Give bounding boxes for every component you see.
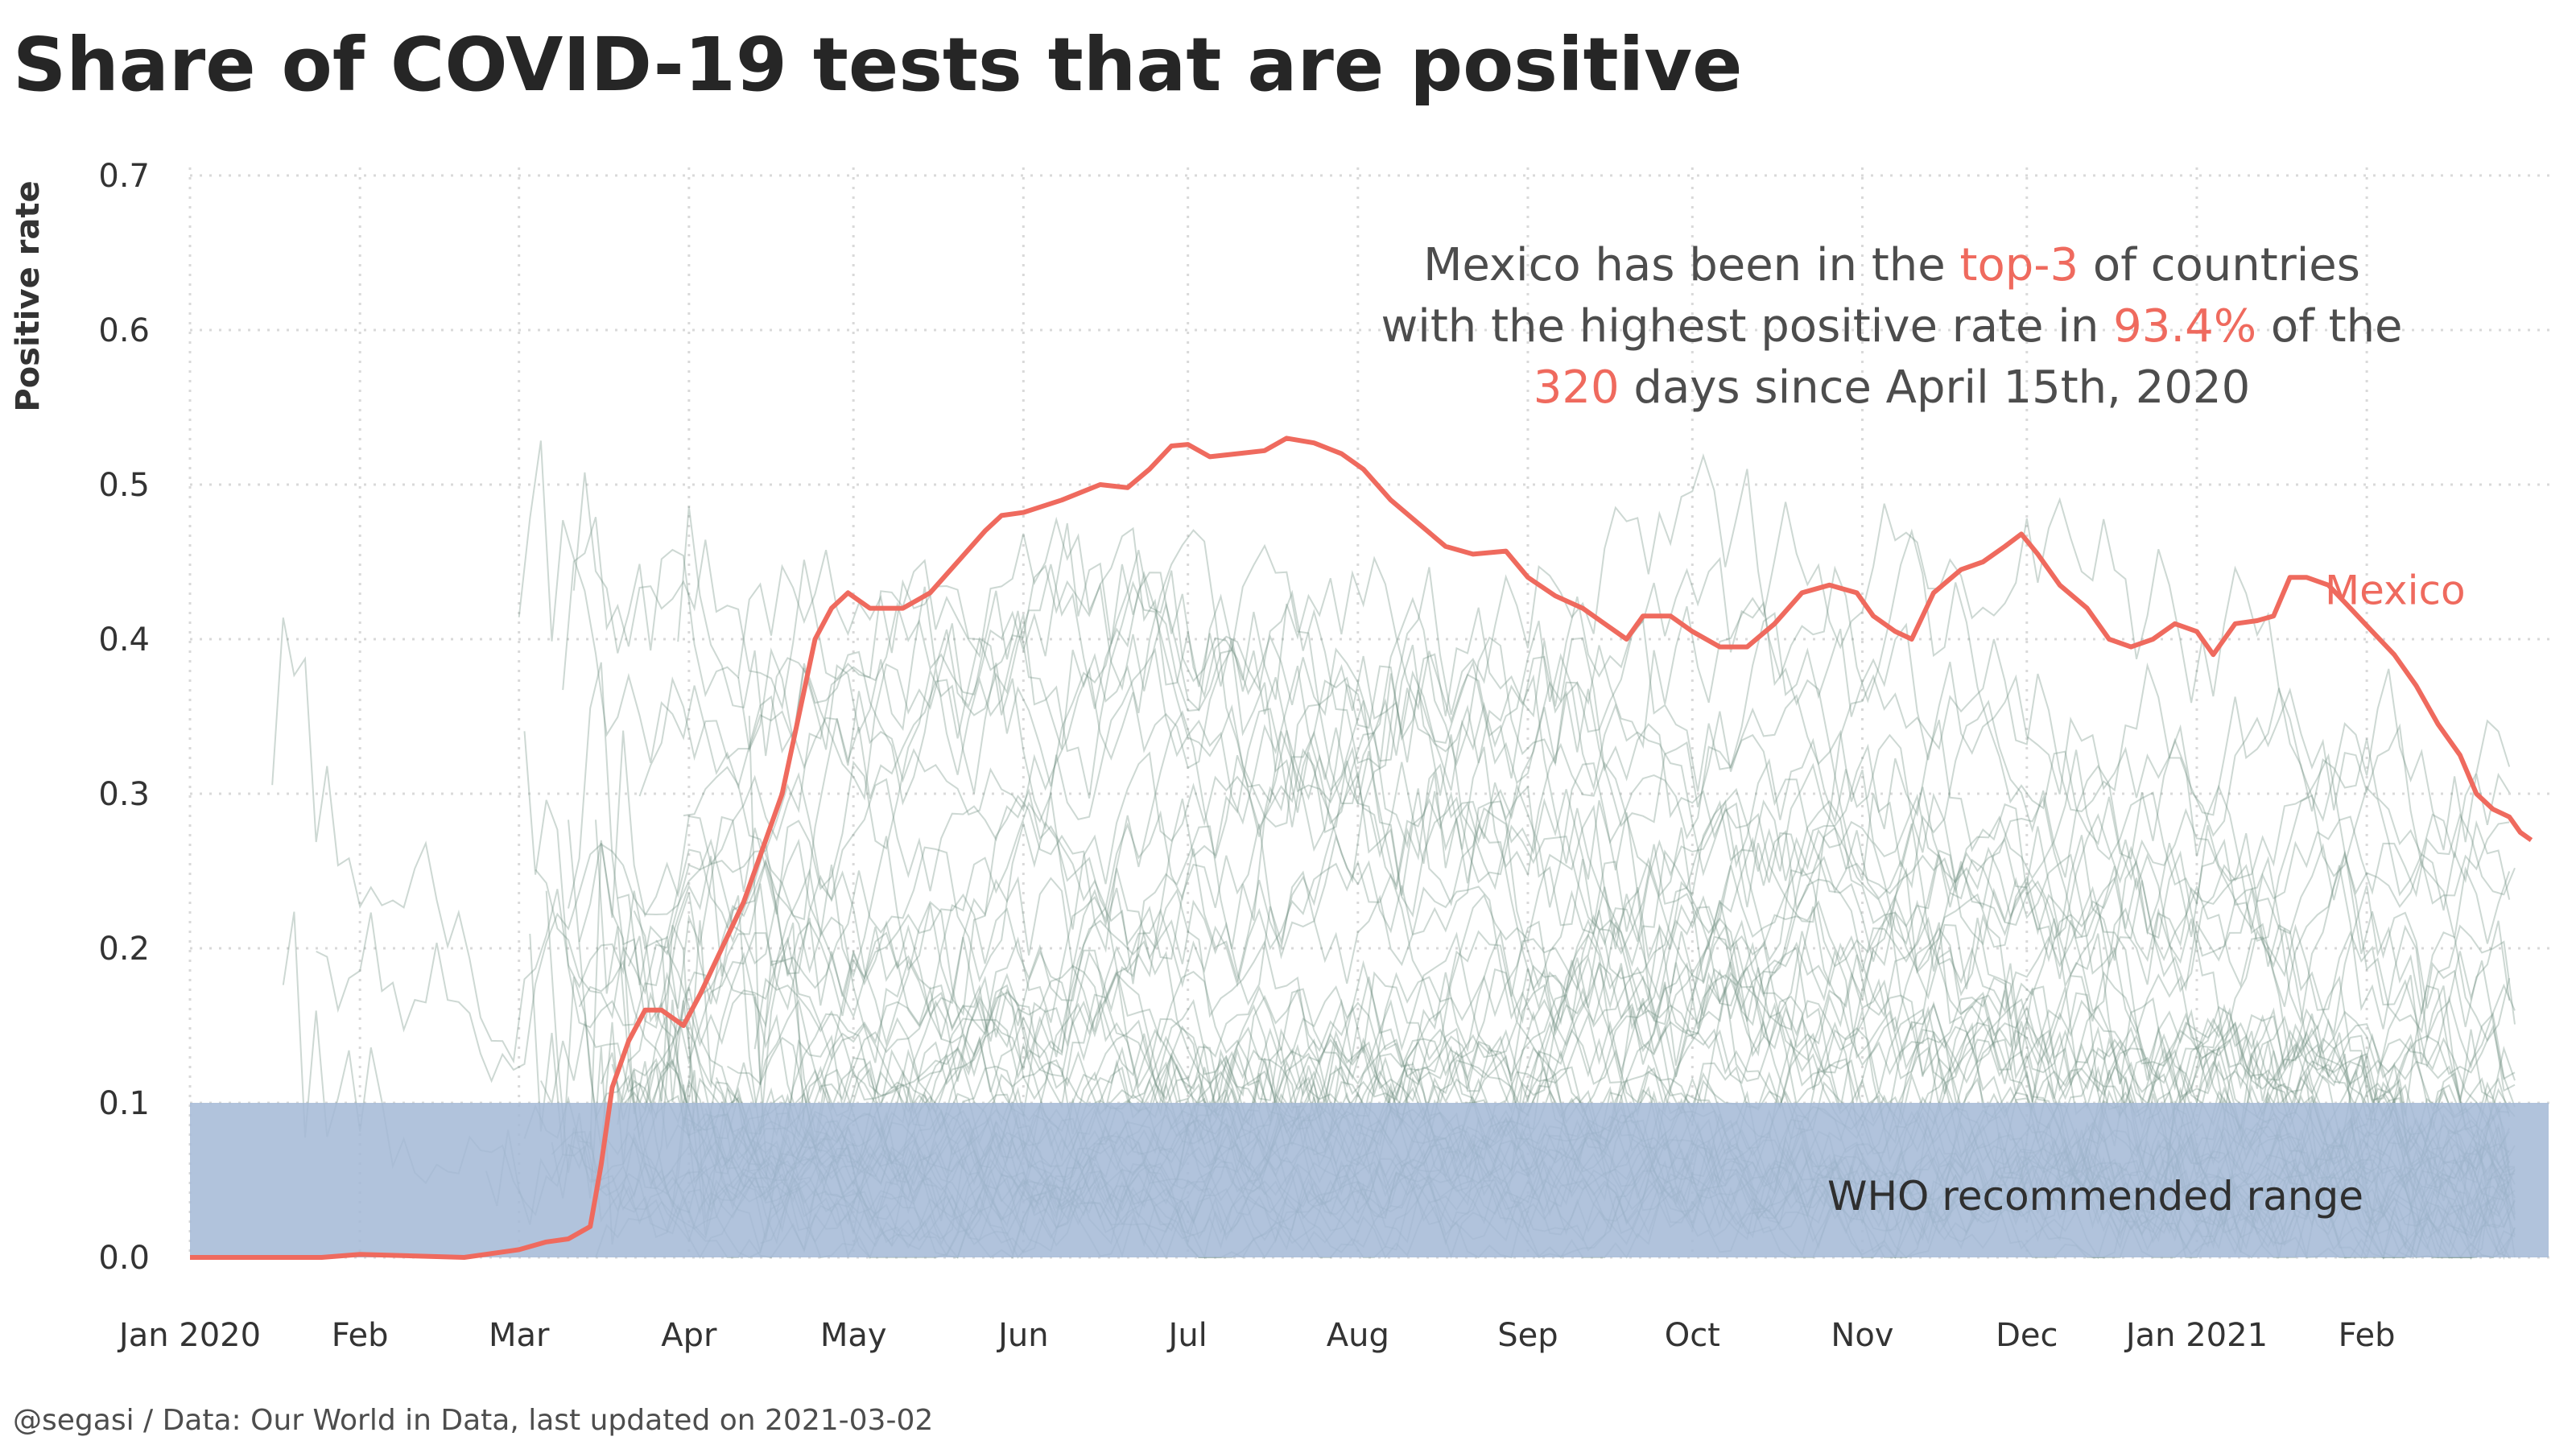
background-series-line xyxy=(578,770,2511,1089)
y-tick-label: 0.5 xyxy=(98,467,150,504)
mexico-series-label: Mexico xyxy=(2325,567,2466,613)
x-tick-label: Mar xyxy=(489,1317,550,1354)
annotation-text: of countries xyxy=(2079,239,2360,291)
chart-caption: @segasi / Data: Our World in Data, last … xyxy=(13,1404,933,1437)
y-tick-label: 0.4 xyxy=(98,621,150,658)
grid-layer xyxy=(188,167,2553,1259)
x-tick-label: Oct xyxy=(1665,1317,1720,1354)
x-tick-label: Feb xyxy=(2339,1317,2396,1354)
background-series-line xyxy=(737,580,2516,1117)
annotation-highlight: top-3 xyxy=(1960,239,2079,291)
chart-annotation: Mexico has been in the top-3 of countrie… xyxy=(1381,239,2402,414)
background-series-line xyxy=(726,895,2516,1166)
background-series-line xyxy=(627,452,2516,1092)
background-series-line xyxy=(726,749,2516,1164)
background-series-line xyxy=(611,931,2511,1148)
background-series-line xyxy=(633,612,2511,1028)
background-series-line xyxy=(523,638,2511,1065)
mexico-series-line xyxy=(190,436,2533,1260)
chart-title: Share of COVID-19 tests that are positiv… xyxy=(13,22,1742,108)
x-tick-label: Jan 2021 xyxy=(2124,1317,2268,1354)
x-tick-label: May xyxy=(820,1317,887,1354)
annotation-text: with the highest positive rate in xyxy=(1381,300,2113,353)
x-tick-label: Feb xyxy=(332,1317,389,1354)
background-series-line xyxy=(655,497,2511,1017)
y-tick-label: 0.2 xyxy=(98,931,150,968)
annotation-highlight: 320 xyxy=(1534,361,1620,414)
background-series-line xyxy=(677,506,2511,1034)
background-series-line xyxy=(666,860,2511,1142)
y-tick-label: 0.6 xyxy=(98,312,150,349)
x-tick-label: Jun xyxy=(996,1317,1049,1354)
annotation-highlight: 93.4% xyxy=(2113,300,2256,353)
background-series-line xyxy=(600,849,2511,1192)
y-tick-label: 0.0 xyxy=(98,1240,150,1277)
x-tick-label: Dec xyxy=(1996,1317,2058,1354)
background-series-line xyxy=(683,733,2516,1184)
x-tick-label: Jul xyxy=(1166,1317,1208,1354)
x-tick-label: Sep xyxy=(1497,1317,1558,1354)
annotation-text: Mexico has been in the xyxy=(1423,239,1959,291)
background-series-line xyxy=(638,522,2516,1228)
x-tick-label: Nov xyxy=(1831,1317,1893,1354)
x-tick-label: Jan 2020 xyxy=(117,1317,261,1354)
x-tick-label: Apr xyxy=(661,1317,717,1354)
background-series-line xyxy=(748,700,2516,1175)
axis-ticks: 0.0 0.1 0.2 0.3 0.4 0.5 0.6 0.7 Jan 2020 Feb Mar Ap… xyxy=(98,158,2395,1354)
annotation-text: days since April 15th, 2020 xyxy=(1620,361,2251,414)
x-tick-label: Aug xyxy=(1327,1317,1389,1354)
y-tick-label: 0.3 xyxy=(98,776,150,813)
background-series-line xyxy=(518,440,2516,1250)
y-tick-label: 0.7 xyxy=(98,158,150,195)
who-band-label: WHO recommended range xyxy=(1827,1173,2363,1220)
background-series-line xyxy=(699,799,2510,1226)
y-tick-label: 0.1 xyxy=(98,1085,150,1122)
annotation-text: of the xyxy=(2256,300,2402,353)
background-series-line xyxy=(578,556,2510,1152)
y-axis-label: Positive rate xyxy=(10,180,47,411)
